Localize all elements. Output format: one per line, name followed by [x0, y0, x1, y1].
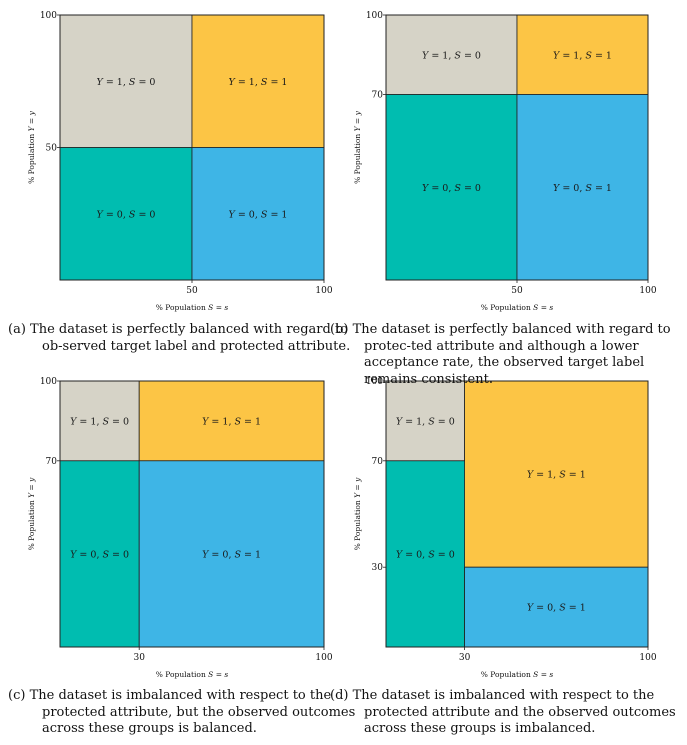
- diagram-a: Y = 1, S = 0 Y = 1, S = 1 Y = 0, S = 0 Y = …: [27, 11, 333, 312]
- region-label-d-0: Y = 1, S = 0: [396, 416, 455, 427]
- x-axis-label-a: % Population S = s: [156, 303, 229, 312]
- region-d-3: [464, 566, 649, 648]
- region-a-2: [59, 147, 193, 281]
- region-label-a-1: Y = 1, S = 1: [229, 77, 288, 88]
- diagram-b: Y = 1, S = 0 Y = 1, S = 1 Y = 0, S = 0 Y = …: [353, 11, 657, 312]
- region-label-b-2: Y = 0, S = 0: [422, 183, 481, 194]
- y-tick-label-d-1: 70: [372, 457, 384, 467]
- y-axis-label-b: % Population Y = y: [353, 110, 362, 183]
- caption-d: (d) The dataset is imbalanced with respe…: [330, 688, 686, 738]
- caption-a: (a) The dataset is perfectly balanced wi…: [8, 322, 362, 355]
- y-tick-label-d-2: 30: [372, 563, 384, 573]
- caption-c: (c) The dataset is imbalanced with respe…: [8, 688, 364, 738]
- region-label-b-1: Y = 1, S = 1: [553, 50, 612, 61]
- y-tick-label-b-1: 70: [372, 91, 384, 101]
- x-tick-label-c-0: 30: [133, 653, 145, 663]
- panel-c: Y = 1, S = 0 Y = 1, S = 1 Y = 0, S = 0 Y = …: [0, 370, 343, 685]
- y-tick-label-c-0: 100: [40, 377, 57, 387]
- x-tick-label-d-1: 100: [639, 653, 656, 663]
- caption-b: (b) The dataset is perfectly balanced wi…: [330, 322, 684, 388]
- y-tick-label-d-0: 100: [366, 377, 383, 387]
- caption-a-label: (a): [8, 322, 26, 337]
- plot-frame-c: [59, 380, 325, 648]
- y-axis-label-c: % Population Y = y: [27, 477, 36, 550]
- region-c-1: [138, 380, 325, 462]
- y-axis-label-d: % Population Y = y: [353, 477, 362, 550]
- caption-a-text: The dataset is perfectly balanced with r…: [30, 322, 351, 354]
- region-b-0: [385, 14, 518, 95]
- x-tick-label-b-1: 100: [639, 286, 656, 296]
- region-label-b-3: Y = 0, S = 1: [553, 183, 612, 194]
- y-axis-label-a: % Population Y = y: [27, 110, 36, 183]
- x-axis-label-d: % Population S = s: [481, 670, 554, 679]
- region-label-d-2: Y = 0, S = 0: [396, 549, 455, 560]
- region-label-d-1: Y = 1, S = 1: [527, 470, 586, 481]
- region-c-3: [138, 460, 325, 648]
- region-label-a-2: Y = 0, S = 0: [97, 209, 156, 220]
- plot-frame-d: [385, 380, 649, 648]
- region-label-c-3: Y = 0, S = 1: [202, 549, 261, 560]
- caption-d-text: The dataset is imbalanced with respect t…: [352, 688, 676, 736]
- region-d-0: [385, 380, 465, 462]
- region-b-2: [385, 94, 518, 281]
- region-a-3: [191, 147, 325, 281]
- region-label-d-3: Y = 0, S = 1: [527, 603, 586, 614]
- x-tick-label-d-0: 30: [459, 653, 471, 663]
- caption-d-label: (d): [330, 688, 349, 703]
- region-label-c-0: Y = 1, S = 0: [70, 416, 129, 427]
- region-a-0: [59, 14, 193, 148]
- y-tick-label-c-1: 70: [46, 457, 58, 467]
- caption-c-text: The dataset is imbalanced with respect t…: [29, 688, 356, 736]
- x-tick-label-a-0: 50: [186, 286, 198, 296]
- region-d-1: [464, 380, 649, 568]
- y-tick-label-b-0: 100: [366, 11, 383, 21]
- panel-d: Y = 1, S = 0 Y = 1, S = 1 Y = 0, S = 0 Y = …: [343, 370, 687, 685]
- y-tick-label-a-0: 100: [40, 11, 57, 21]
- region-c-0: [59, 380, 140, 462]
- caption-b-label: (b): [330, 322, 349, 337]
- x-tick-label-b-0: 50: [511, 286, 523, 296]
- x-tick-label-c-1: 100: [315, 653, 332, 663]
- region-d-2: [385, 460, 465, 648]
- diagram-d: Y = 1, S = 0 Y = 1, S = 1 Y = 0, S = 0 Y = …: [353, 377, 657, 679]
- x-axis-label-b: % Population S = s: [481, 303, 554, 312]
- region-label-b-0: Y = 1, S = 0: [422, 50, 481, 61]
- y-tick-label-a-1: 50: [46, 144, 58, 154]
- x-tick-label-a-1: 100: [315, 286, 332, 296]
- region-label-c-2: Y = 0, S = 0: [70, 549, 129, 560]
- caption-b-text: The dataset is perfectly balanced with r…: [352, 322, 671, 387]
- panel-b: Y = 1, S = 0 Y = 1, S = 1 Y = 0, S = 0 Y = …: [343, 0, 687, 320]
- region-c-2: [59, 460, 140, 648]
- diagram-c: Y = 1, S = 0 Y = 1, S = 1 Y = 0, S = 0 Y = …: [27, 377, 333, 679]
- x-axis-label-c: % Population S = s: [156, 670, 229, 679]
- region-label-c-1: Y = 1, S = 1: [202, 416, 261, 427]
- region-label-a-3: Y = 0, S = 1: [229, 209, 288, 220]
- region-label-a-0: Y = 1, S = 0: [97, 77, 156, 88]
- region-a-1: [191, 14, 325, 148]
- panel-a: Y = 1, S = 0 Y = 1, S = 1 Y = 0, S = 0 Y = …: [0, 0, 343, 320]
- region-b-3: [516, 94, 649, 281]
